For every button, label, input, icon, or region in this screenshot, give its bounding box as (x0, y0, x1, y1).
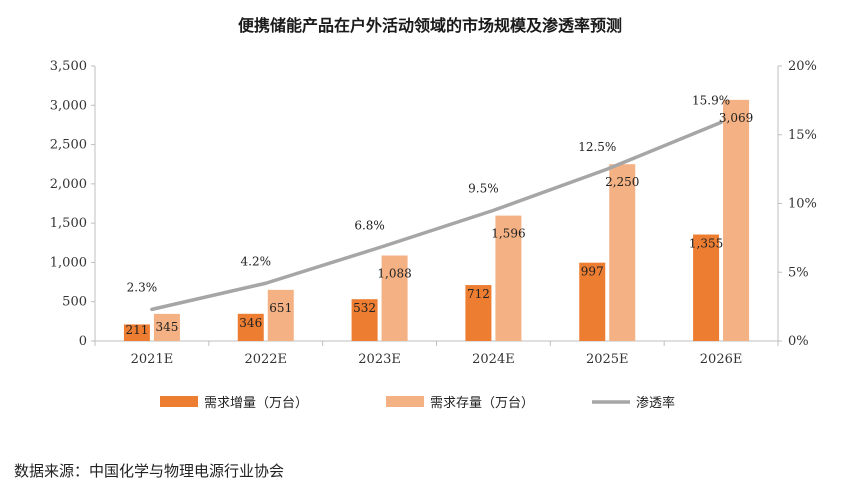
penetration-point (378, 246, 382, 249)
axes: 0 500 1,000 1,500 2,000 2,500 3,000 3,500 0% 5% 10… (50, 59, 817, 367)
left-axis-tick-label: 1,000 (50, 255, 87, 270)
left-axis-tick-label: 2,500 (50, 138, 87, 153)
x-axis-tick-label: 2023E (358, 352, 401, 367)
legend: 需求增量（万台） 需求存量（万台） 渗透率 (160, 395, 675, 411)
bar-increment (237, 313, 264, 341)
right-axis-tick-label: 5% (788, 265, 809, 280)
penetration-point (605, 167, 609, 171)
bar-stock (267, 289, 294, 341)
bar-stock (153, 313, 180, 341)
left-axis-tick-label: 0 (79, 334, 87, 349)
right-axis-tick-label: 10% (788, 197, 817, 212)
x-axis-tick-label: 2024E (472, 352, 515, 367)
bar-increment (579, 262, 606, 341)
right-axis-tick-label: 20% (788, 59, 817, 74)
legend-increment-swatch (160, 396, 198, 407)
legend-stock-swatch (386, 396, 424, 407)
bar-stock-value-label: 1,596 (491, 227, 525, 241)
penetration-point (491, 208, 495, 212)
right-axis-tick-label: 0% (788, 334, 809, 349)
legend-stock-label: 需求存量（万台） (430, 396, 534, 411)
penetration-value-label: 6.8% (354, 219, 385, 233)
bar-stock (495, 215, 522, 341)
bars (123, 99, 750, 341)
left-axis-tick-label: 500 (62, 295, 87, 310)
bar-stock-value-label: 651 (269, 301, 292, 315)
left-axis-tick-label: 1,500 (50, 216, 87, 231)
legend-increment-label: 需求增量（万台） (204, 396, 308, 411)
data-labels: 211 345 346 651 532 1,088 712 1,596 997 2,250 1,35… (125, 93, 753, 337)
bar-increment (693, 234, 720, 341)
bar-stock-value-label: 2,250 (605, 175, 639, 189)
bar-increment-value-label: 712 (467, 287, 490, 301)
bar-stock (609, 164, 636, 341)
bar-increment (123, 324, 150, 341)
bar-increment (465, 285, 492, 341)
right-axis-tick-label: 15% (788, 128, 817, 143)
bar-increment-value-label: 997 (581, 265, 604, 279)
bar-stock-value-label: 3,069 (719, 111, 753, 125)
left-axis-tick-label: 3,000 (50, 98, 87, 113)
bar-increment-value-label: 1,355 (689, 237, 723, 251)
bar-increment-value-label: 532 (353, 301, 376, 315)
penetration-line (150, 120, 723, 312)
x-axis-tick-label: 2021E (131, 352, 174, 367)
x-axis-tick-label: 2025E (586, 352, 629, 367)
bar-stock (723, 99, 750, 341)
bar-stock-value-label: 345 (155, 320, 178, 334)
penetration-point (264, 281, 268, 285)
bar-increment-value-label: 211 (125, 323, 148, 337)
penetration-line-group (150, 120, 723, 312)
source-note: 数据来源：中国化学与物理电源行业协会 (14, 462, 285, 480)
bar-stock (381, 255, 408, 341)
penetration-value-label: 4.2% (241, 254, 272, 268)
bar-increment-value-label: 346 (239, 316, 262, 330)
left-axis-tick-label: 3,500 (50, 59, 87, 74)
bar-increment (351, 299, 378, 341)
penetration-point (719, 120, 723, 124)
legend-penetration-label: 渗透率 (636, 395, 675, 411)
penetration-value-label: 2.3% (127, 280, 158, 294)
left-axis-tick-label: 2,000 (50, 177, 87, 192)
x-axis-tick-label: 2022E (244, 352, 287, 367)
penetration-value-label: 12.5% (578, 140, 616, 154)
penetration-value-label: 15.9% (692, 93, 730, 107)
penetration-value-label: 9.5% (468, 181, 499, 195)
bar-stock-value-label: 1,088 (377, 267, 411, 281)
penetration-point (150, 307, 154, 311)
chart-title: 便携储能产品在户外活动领域的市场规模及渗透率预测 (237, 16, 622, 35)
x-axis-tick-label: 2026E (700, 352, 743, 367)
